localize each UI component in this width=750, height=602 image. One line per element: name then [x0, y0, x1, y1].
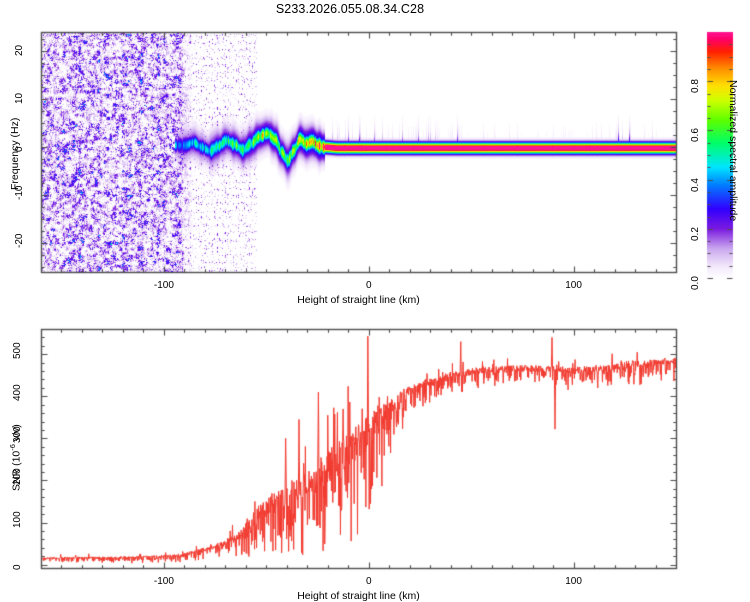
- figure-root: S233.2026.055.08.34.C28 Height of straig…: [0, 0, 750, 602]
- plot-canvas: [0, 0, 750, 600]
